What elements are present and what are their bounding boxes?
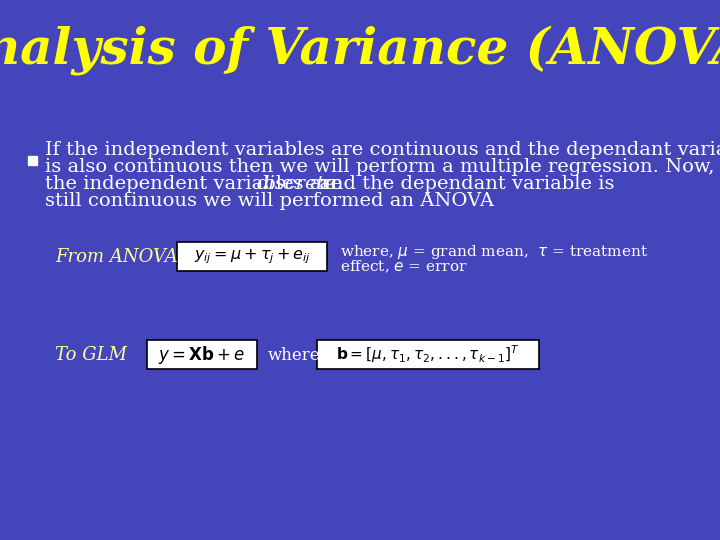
Text: From ANOVA: From ANOVA — [55, 248, 178, 266]
Text: If the independent variables are continuous and the dependant variable: If the independent variables are continu… — [45, 141, 720, 159]
Text: $y_{ij} = \mu + \tau_j + e_{ij}$: $y_{ij} = \mu + \tau_j + e_{ij}$ — [194, 247, 310, 266]
Text: effect, $e$ = error: effect, $e$ = error — [340, 259, 468, 275]
Text: discrete: discrete — [256, 175, 336, 193]
Text: is also continuous then we will perform a multiple regression. Now, if: is also continuous then we will perform … — [45, 158, 720, 176]
FancyBboxPatch shape — [147, 340, 257, 369]
Text: and the dependant variable is: and the dependant variable is — [313, 175, 614, 193]
FancyBboxPatch shape — [177, 242, 327, 271]
Text: To GLM: To GLM — [55, 346, 127, 364]
Text: Analysis of Variance (ANOVA): Analysis of Variance (ANOVA) — [0, 25, 720, 75]
Text: $\mathbf{b} = [\mu, \tau_1, \tau_2, ..., \tau_{k-1}]^T$: $\mathbf{b} = [\mu, \tau_1, \tau_2, ...,… — [336, 343, 520, 366]
Bar — [28, 156, 37, 165]
Text: where, $\mu$ = grand mean,  $\tau$ = treatment: where, $\mu$ = grand mean, $\tau$ = trea… — [340, 243, 648, 261]
Text: where,: where, — [268, 347, 326, 363]
Text: the independent variables are: the independent variables are — [45, 175, 348, 193]
Text: still continuous we will performed an ANOVA: still continuous we will performed an AN… — [45, 192, 494, 210]
FancyBboxPatch shape — [317, 340, 539, 369]
Text: $y = \mathbf{X}\mathbf{b} + e$: $y = \mathbf{X}\mathbf{b} + e$ — [158, 343, 246, 366]
